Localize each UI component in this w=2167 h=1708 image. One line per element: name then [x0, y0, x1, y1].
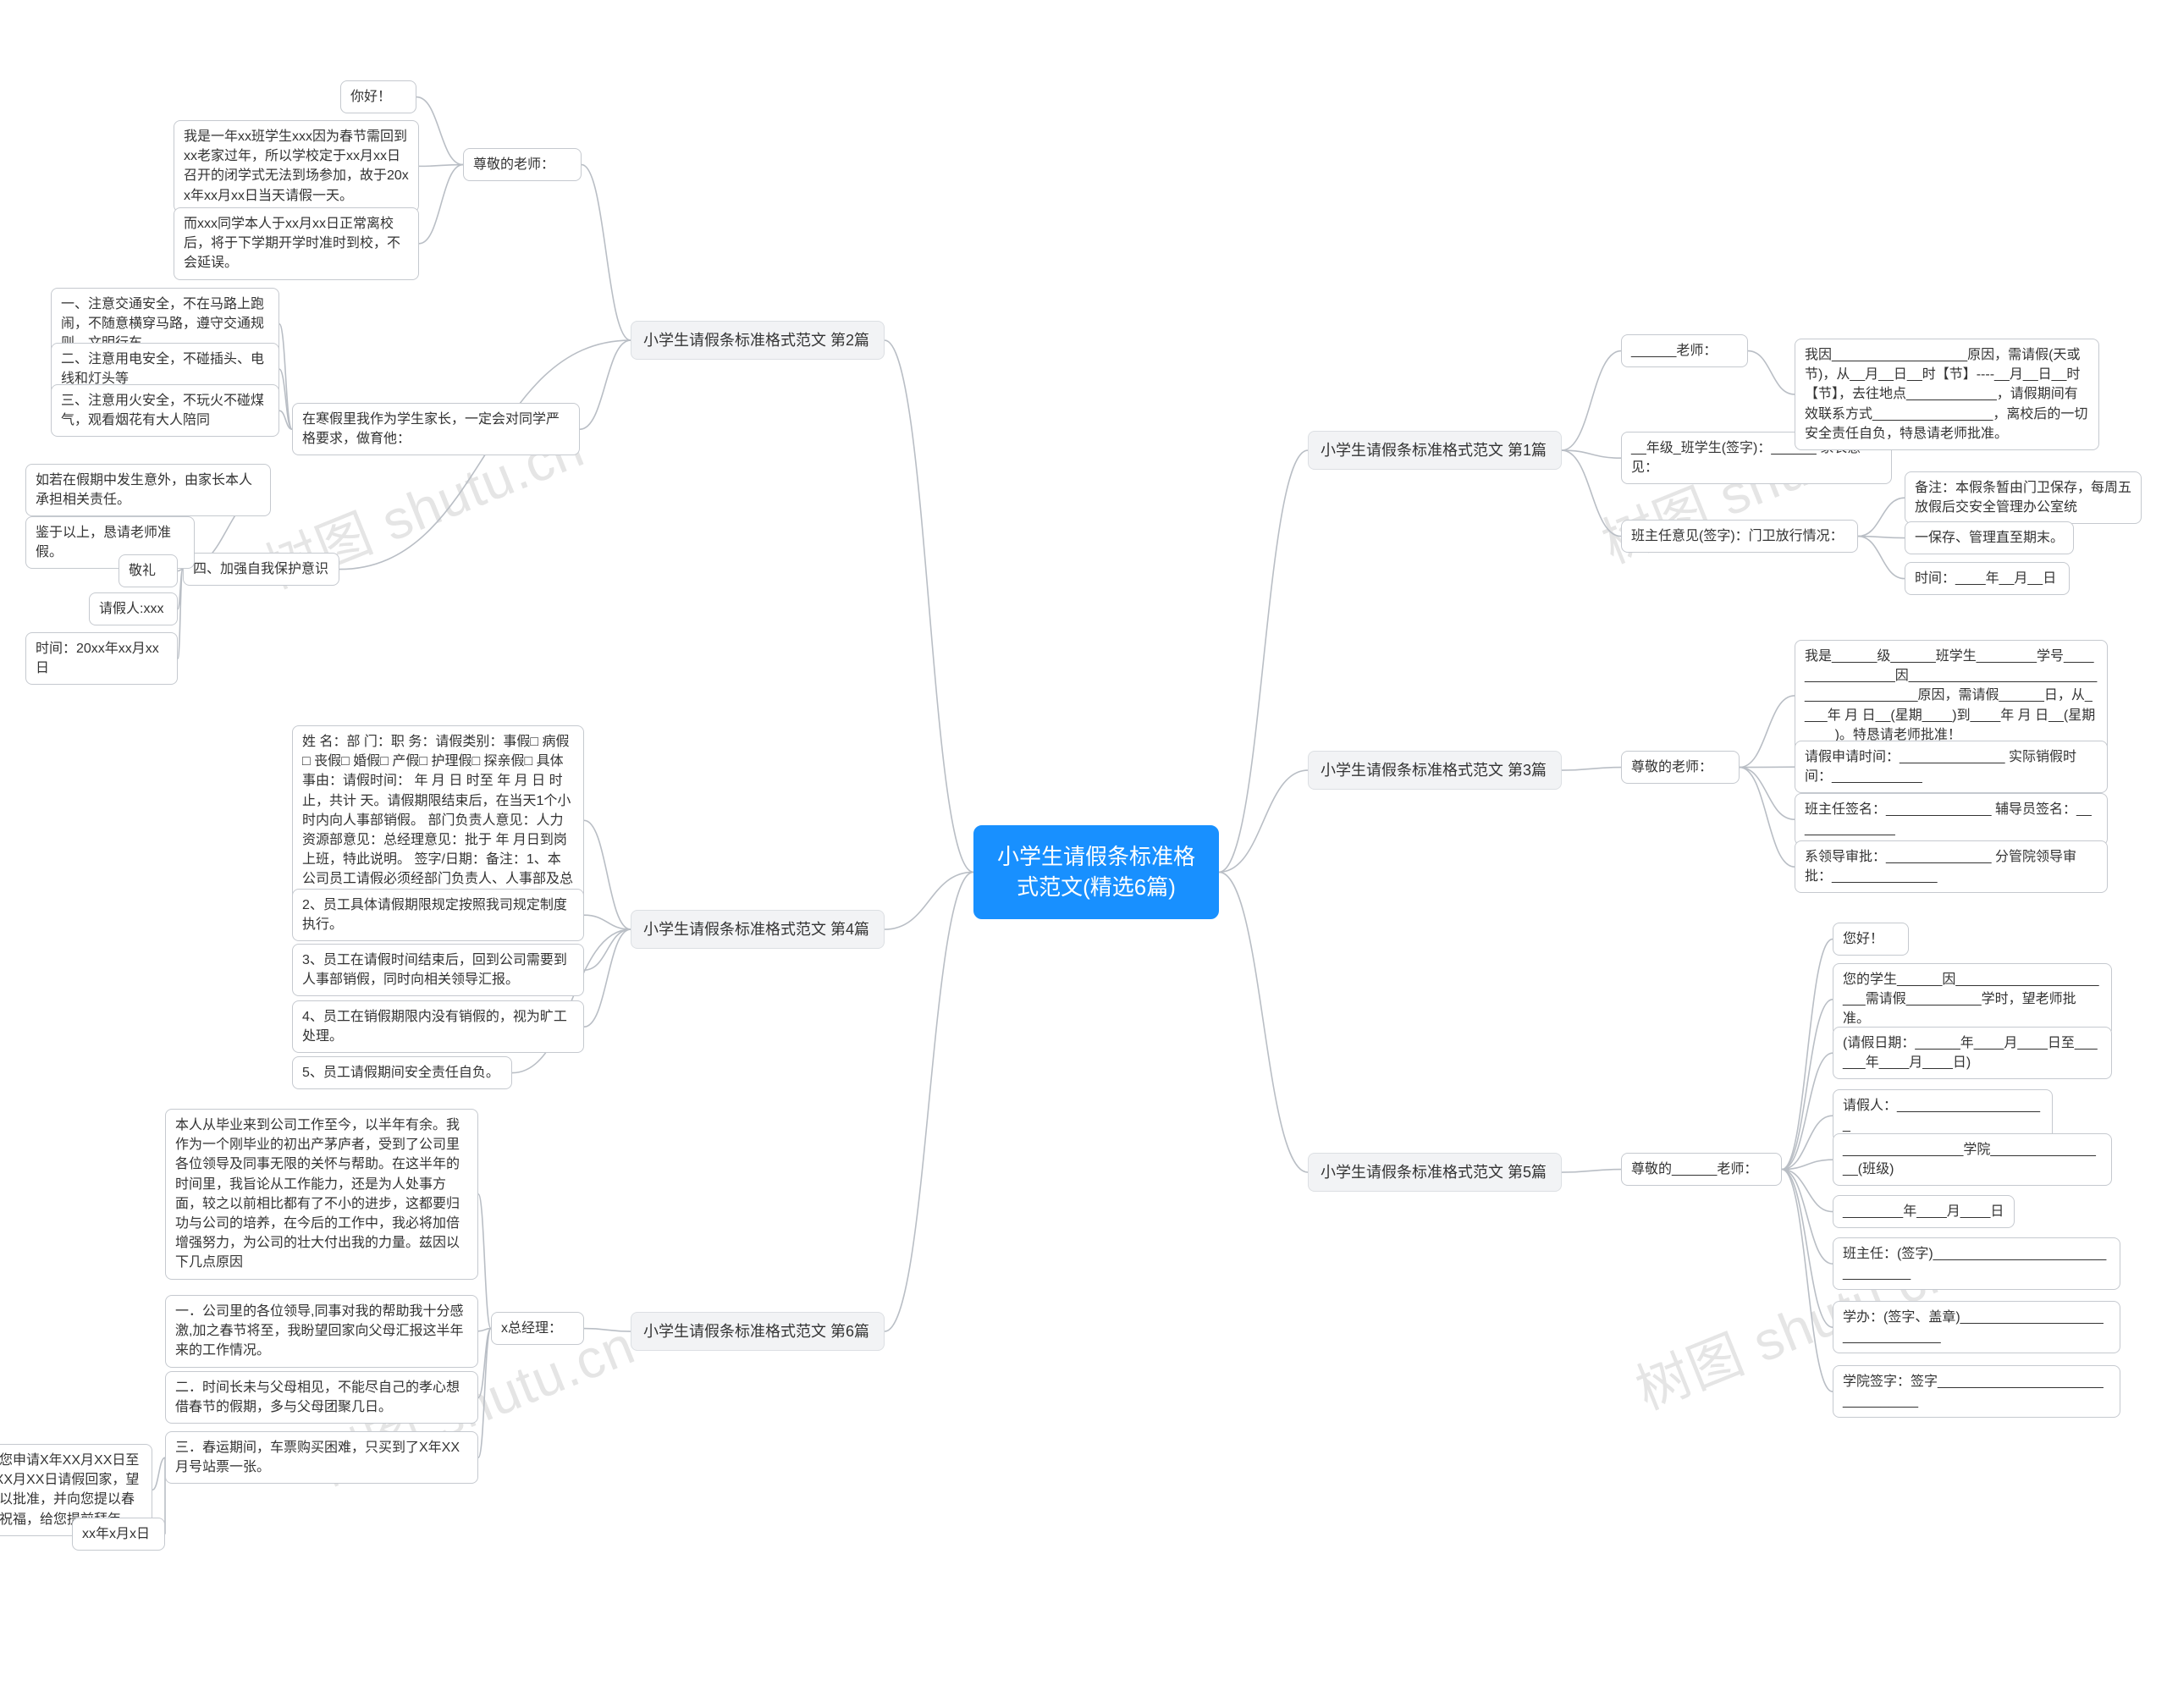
- leaf-node: ________年____月____日: [1833, 1195, 2015, 1228]
- leaf-node: 姓 名：部 门：职 务：请假类别：事假□ 病假□ 丧假□ 婚假□ 产假□ 护理假…: [292, 725, 584, 916]
- leaf-node: 我是一年xx班学生xxx因为春节需回到xx老家过年，所以学校定于xx月xx日召开…: [174, 120, 419, 212]
- leaf-node: 学院签字：签字________________________________: [1833, 1365, 2120, 1418]
- leaf-node: 你好！: [340, 80, 416, 113]
- sub-node: 班主任意见(签字)：门卫放行情况：: [1621, 520, 1858, 553]
- leaf-node: 您好！: [1833, 923, 1909, 956]
- leaf-node: ________________学院________________(班级): [1833, 1133, 2112, 1186]
- branch-node: 小学生请假条标准格式范文 第3篇: [1308, 751, 1562, 790]
- leaf-node: 班主任：(签字)________________________________: [1833, 1237, 2120, 1290]
- leaf-node: 5、员工请假期间安全责任自负。: [292, 1056, 512, 1089]
- sub-node: x总经理：: [491, 1312, 584, 1345]
- leaf-node: 我因__________________原因，需请假(天或节)，从__月__日_…: [1795, 339, 2099, 450]
- leaf-node: 本人从毕业来到公司工作至今，以半年有余。我作为一个刚毕业的初出产茅庐者，受到了公…: [165, 1109, 478, 1280]
- leaf-node: 我是______级______班学生________学号____________…: [1795, 640, 2108, 752]
- leaf-node: 您的学生______因______________________需请假____…: [1833, 963, 2112, 1036]
- leaf-node: 系领导审批：______________ 分管院领导审批：___________…: [1795, 840, 2108, 893]
- sub-node: 尊敬的老师：: [1621, 751, 1740, 784]
- leaf-node: 时间：20xx年xx月xx日: [25, 632, 178, 685]
- leaf-node: 而xxx同学本人于xx月xx日正常离校后，将于下学期开学时准时到校，不会延误。: [174, 207, 419, 280]
- branch-node: 小学生请假条标准格式范文 第5篇: [1308, 1153, 1562, 1192]
- leaf-node: 4、员工在销假期限内没有销假的，视为旷工处理。: [292, 1000, 584, 1053]
- root-node: 小学生请假条标准格式范文(精选6篇): [973, 825, 1219, 919]
- leaf-node: (请假日期：______年____月____日至______年____月____…: [1833, 1027, 2112, 1079]
- sub-node: 尊敬的老师：: [463, 148, 582, 181]
- branch-node: 小学生请假条标准格式范文 第4篇: [631, 910, 885, 949]
- leaf-node: 请假人:xxx: [89, 592, 178, 625]
- leaf-node: 三．春运期间，车票购买困难，只买到了X年XX月号站票一张。: [165, 1431, 478, 1484]
- leaf-node: 时间：____年__月__日: [1905, 562, 2070, 595]
- leaf-node: 备注：本假条暂由门卫保存，每周五放假后交安全管理办公室统: [1905, 471, 2142, 524]
- sub-node: 尊敬的______老师：: [1621, 1153, 1782, 1186]
- leaf-node: xx年x月x日: [72, 1518, 165, 1551]
- leaf-node: 班主任签名：______________ 辅导员签名：_____________…: [1795, 793, 2108, 846]
- leaf-node: 三、注意用火安全，不玩火不碰煤气，观看烟花有大人陪同: [51, 384, 279, 437]
- branch-node: 小学生请假条标准格式范文 第1篇: [1308, 431, 1562, 470]
- branch-node: 小学生请假条标准格式范文 第6篇: [631, 1312, 885, 1351]
- leaf-node: 一保存、管理直至期末。: [1905, 521, 2074, 554]
- leaf-node: 如若在假期中发生意外，由家长本人承担相关责任。: [25, 464, 271, 516]
- leaf-node: 一．公司里的各位领导,同事对我的帮助我十分感激,加之春节将至，我盼望回家向父母汇…: [165, 1295, 478, 1368]
- leaf-node: 3、员工在请假时间结束后，回到公司需要到人事部销假，同时向相关领导汇报。: [292, 944, 584, 996]
- sub-node: 在寒假里我作为学生家长，一定会对同学严格要求，做育他：: [292, 403, 580, 455]
- leaf-node: 敬礼: [119, 554, 178, 587]
- leaf-node: 二．时间长未与父母相见，不能尽自己的孝心想借春节的假期，多与父母团聚几日。: [165, 1371, 478, 1424]
- leaf-node: 请假申请时间：______________ 实际销假时间：___________…: [1795, 741, 2108, 793]
- leaf-node: 学办：(签字、盖章)______________________________…: [1833, 1301, 2120, 1353]
- leaf-node: 2、员工具体请假期限规定按照我司规定制度执行。: [292, 889, 584, 941]
- sub-node: ______老师：: [1621, 334, 1748, 367]
- branch-node: 小学生请假条标准格式范文 第2篇: [631, 321, 885, 360]
- sub-node: 四、加强自我保护意识: [183, 553, 339, 586]
